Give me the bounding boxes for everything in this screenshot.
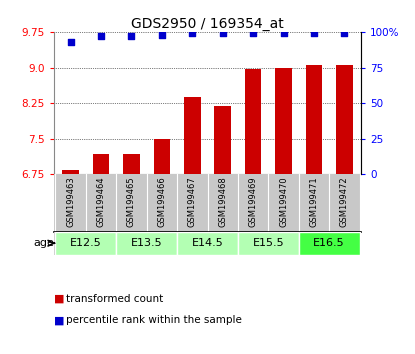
Bar bbox=[245, 69, 261, 175]
Text: age: age bbox=[33, 238, 54, 248]
Text: E12.5: E12.5 bbox=[70, 238, 102, 248]
Text: GSM199468: GSM199468 bbox=[218, 176, 227, 227]
Point bbox=[67, 39, 74, 45]
Point bbox=[159, 32, 165, 38]
Text: GSM199472: GSM199472 bbox=[340, 176, 349, 227]
Point bbox=[98, 33, 105, 39]
Bar bbox=[56, 232, 116, 255]
Bar bbox=[123, 154, 140, 175]
Title: GDS2950 / 169354_at: GDS2950 / 169354_at bbox=[131, 17, 284, 31]
Text: transformed count: transformed count bbox=[66, 294, 164, 304]
Bar bbox=[299, 232, 359, 255]
Bar bbox=[184, 97, 201, 175]
Point bbox=[310, 30, 317, 36]
Bar bbox=[275, 68, 292, 175]
Point bbox=[128, 33, 135, 39]
Text: E16.5: E16.5 bbox=[313, 238, 345, 248]
Point bbox=[220, 30, 226, 36]
Text: E13.5: E13.5 bbox=[131, 238, 163, 248]
Text: E14.5: E14.5 bbox=[192, 238, 223, 248]
Text: ■: ■ bbox=[54, 294, 64, 304]
Text: GSM199463: GSM199463 bbox=[66, 176, 75, 227]
Bar bbox=[336, 65, 353, 175]
Bar bbox=[238, 232, 299, 255]
Bar bbox=[62, 170, 79, 175]
Bar bbox=[177, 232, 238, 255]
Text: GSM199464: GSM199464 bbox=[97, 176, 105, 227]
Bar bbox=[93, 154, 110, 175]
Bar bbox=[305, 65, 322, 175]
Text: percentile rank within the sample: percentile rank within the sample bbox=[66, 315, 242, 325]
Text: GSM199466: GSM199466 bbox=[157, 176, 166, 227]
Point bbox=[280, 30, 287, 36]
Text: GSM199471: GSM199471 bbox=[310, 176, 318, 227]
Text: E15.5: E15.5 bbox=[252, 238, 284, 248]
Bar bbox=[214, 105, 231, 175]
Text: GSM199465: GSM199465 bbox=[127, 176, 136, 227]
Bar bbox=[116, 232, 177, 255]
Text: GSM199467: GSM199467 bbox=[188, 176, 197, 227]
Text: ■: ■ bbox=[54, 315, 64, 325]
Text: GSM199470: GSM199470 bbox=[279, 176, 288, 227]
Point bbox=[250, 30, 256, 36]
Point bbox=[189, 30, 195, 36]
Bar bbox=[154, 139, 170, 175]
Text: GSM199469: GSM199469 bbox=[249, 176, 258, 227]
Point bbox=[341, 30, 348, 36]
